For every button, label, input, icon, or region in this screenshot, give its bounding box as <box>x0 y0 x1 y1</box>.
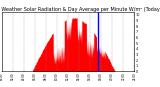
Title: Milwaukee Weather Solar Radiation & Day Average per Minute W/m² (Today): Milwaukee Weather Solar Radiation & Day … <box>0 7 160 12</box>
